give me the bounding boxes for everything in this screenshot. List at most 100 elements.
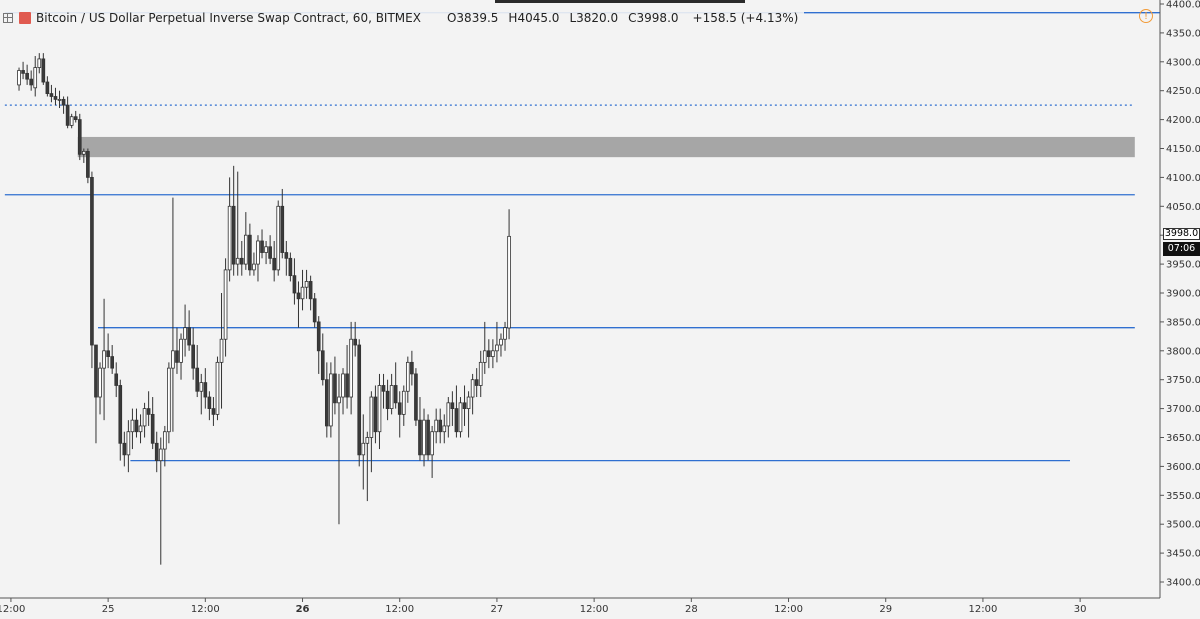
candle xyxy=(418,397,422,461)
candle xyxy=(410,350,414,386)
candle xyxy=(211,397,216,426)
time-axis[interactable] xyxy=(0,599,1160,619)
candle xyxy=(365,431,370,502)
candle xyxy=(337,373,341,525)
price-tick-label: 3450.0 xyxy=(1166,549,1200,560)
candle xyxy=(167,362,171,444)
candle xyxy=(422,408,426,467)
candle-body xyxy=(280,205,285,253)
candle xyxy=(146,391,151,426)
candle-body xyxy=(199,382,204,392)
candle xyxy=(239,240,244,276)
low-value: 3820.0 xyxy=(576,11,619,25)
open-value: 3839.5 xyxy=(456,11,499,25)
candle xyxy=(373,385,378,444)
candle-body xyxy=(29,78,33,86)
candle-body xyxy=(385,390,390,410)
time-tick-label: 12:00 xyxy=(580,604,609,615)
candle xyxy=(126,420,131,473)
symbol-legend[interactable]: Bitcoin / US Dollar Perpetual Inverse Sw… xyxy=(0,9,805,27)
candle-body xyxy=(458,402,463,433)
candle-body xyxy=(162,431,167,450)
candle-body xyxy=(179,338,183,363)
candle-body xyxy=(389,385,394,410)
expand-icon[interactable] xyxy=(3,13,13,23)
candle xyxy=(41,53,46,85)
candle-body xyxy=(353,338,357,346)
candle-body xyxy=(86,150,90,178)
candle-body xyxy=(296,292,301,300)
time-tick-label: 28 xyxy=(685,604,698,615)
candle xyxy=(264,240,268,265)
candle-body xyxy=(312,298,317,323)
candle-body xyxy=(252,263,256,271)
price-tick-label: 3500.0 xyxy=(1166,520,1200,531)
candle xyxy=(280,188,285,259)
candle xyxy=(381,373,386,409)
candle-body xyxy=(333,373,337,404)
candle-body xyxy=(341,373,345,398)
plot-area[interactable] xyxy=(0,0,1160,598)
candle-body xyxy=(53,96,58,100)
time-tick-label: 25 xyxy=(102,604,115,615)
candle-body xyxy=(410,361,414,375)
candle xyxy=(227,177,232,282)
candle-body xyxy=(260,240,264,253)
price-tick-label: 3800.0 xyxy=(1166,346,1200,357)
candle-body xyxy=(25,72,29,80)
candle-body xyxy=(45,81,50,94)
candle xyxy=(345,345,349,409)
candle xyxy=(73,110,78,123)
candle-body xyxy=(207,396,212,410)
candle-body xyxy=(142,408,147,427)
candle xyxy=(462,385,467,426)
candle-body xyxy=(414,373,418,421)
candle-body xyxy=(486,350,491,357)
candle xyxy=(199,373,204,415)
price-tick-label: 4100.0 xyxy=(1166,173,1200,184)
candle-body xyxy=(491,350,495,357)
candle xyxy=(138,414,143,444)
candle xyxy=(150,397,155,450)
candle xyxy=(495,321,499,363)
candle-body xyxy=(507,235,511,329)
candle xyxy=(252,252,256,276)
candle xyxy=(134,408,139,438)
time-tick-label: 26 xyxy=(296,604,310,615)
candle-body xyxy=(122,442,127,456)
candle-body xyxy=(401,390,406,415)
top-toolbar-edge xyxy=(495,0,745,3)
candle xyxy=(158,437,163,565)
warning-icon[interactable]: ! xyxy=(1139,9,1153,23)
candle xyxy=(308,275,313,311)
candle xyxy=(466,391,471,438)
candle xyxy=(171,197,175,432)
price-axis[interactable] xyxy=(1160,0,1200,619)
candle-body xyxy=(146,408,151,415)
candle xyxy=(25,64,29,85)
candle-body xyxy=(94,344,98,398)
candle xyxy=(434,408,438,444)
candle xyxy=(183,304,187,357)
candle xyxy=(454,385,459,438)
high-value: 4045.0 xyxy=(517,11,560,25)
candle-body xyxy=(211,408,216,415)
candle xyxy=(284,240,289,276)
price-tick-label: 3650.0 xyxy=(1166,433,1200,444)
time-tick-label: 12:00 xyxy=(385,604,414,615)
candle-body xyxy=(126,431,131,456)
candle-body xyxy=(361,442,366,456)
resistance-zone xyxy=(77,136,1135,158)
candle xyxy=(341,368,345,415)
candle-body xyxy=(345,373,349,398)
candle-body xyxy=(17,70,21,86)
candle xyxy=(499,333,503,357)
candle-body xyxy=(118,385,123,444)
candle xyxy=(94,344,98,444)
close-value: 3998.0 xyxy=(636,11,679,25)
price-tick-label: 4400.0 xyxy=(1166,0,1200,11)
time-tick-label: 12:00 xyxy=(191,604,220,615)
candle-body xyxy=(284,252,289,259)
candle xyxy=(98,362,102,415)
